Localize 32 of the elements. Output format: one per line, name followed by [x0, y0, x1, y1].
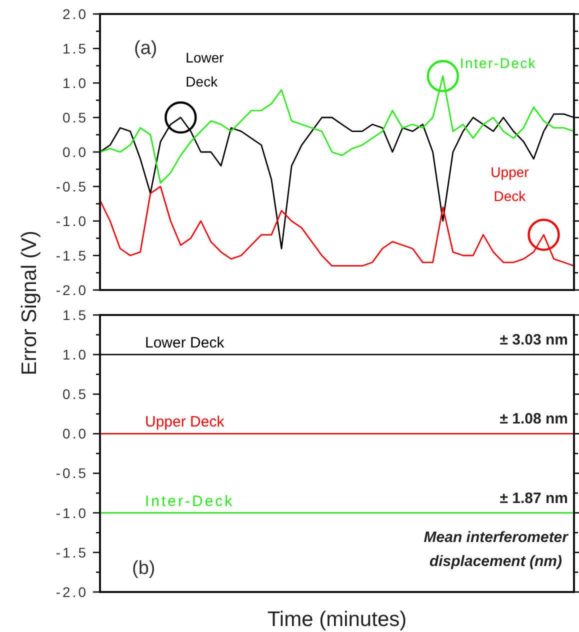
text: (b) — [132, 558, 156, 579]
y-tick-label: -1.5 — [56, 544, 88, 560]
annotation: ± 1.08 nm — [500, 410, 568, 428]
y-tick-label: -1.0 — [56, 212, 88, 229]
y-tick-label: 0.5 — [62, 386, 88, 402]
series-label: Lower Deck — [186, 50, 224, 90]
y-tick-label: 1.0 — [62, 346, 88, 362]
y-tick-label: -2.0 — [56, 584, 88, 600]
x-axis-title: Time (minutes) — [267, 608, 407, 631]
line-series — [99, 186, 575, 267]
y-tick-label: -0.5 — [56, 465, 88, 482]
y-tick-label: 1.5 — [62, 40, 88, 56]
y-tick-label: 1.5 — [62, 306, 88, 323]
text: (a) — [134, 38, 158, 59]
y-tick-label: -2.0 — [56, 282, 88, 298]
y-tick-label: -1.5 — [56, 247, 88, 264]
series-label: Lower Deck — [145, 334, 225, 352]
series-label: Upper Deck — [490, 164, 530, 204]
y-tick-label: -0.5 — [56, 178, 88, 194]
annotation: ± 3.03 nm — [500, 332, 568, 349]
y-tick-label: 0.0 — [62, 426, 88, 442]
series-label: Upper Deck — [145, 414, 225, 431]
y-tick-label: 0.5 — [62, 109, 88, 126]
y-axis-title: Error Signal (V) — [18, 230, 41, 376]
series-label: Inter-Deck — [145, 492, 234, 510]
y-tick-label: -1.0 — [56, 504, 88, 521]
annotation: Mean interferometer displacement (nm) — [424, 529, 570, 570]
y-tick-label: 2.0 — [62, 6, 88, 22]
series-label: Inter-Deck — [460, 55, 536, 72]
y-tick-label: 0.0 — [62, 144, 88, 160]
y-tick-label: 1.0 — [62, 74, 88, 91]
annotation: ± 1.87 nm — [500, 490, 568, 507]
